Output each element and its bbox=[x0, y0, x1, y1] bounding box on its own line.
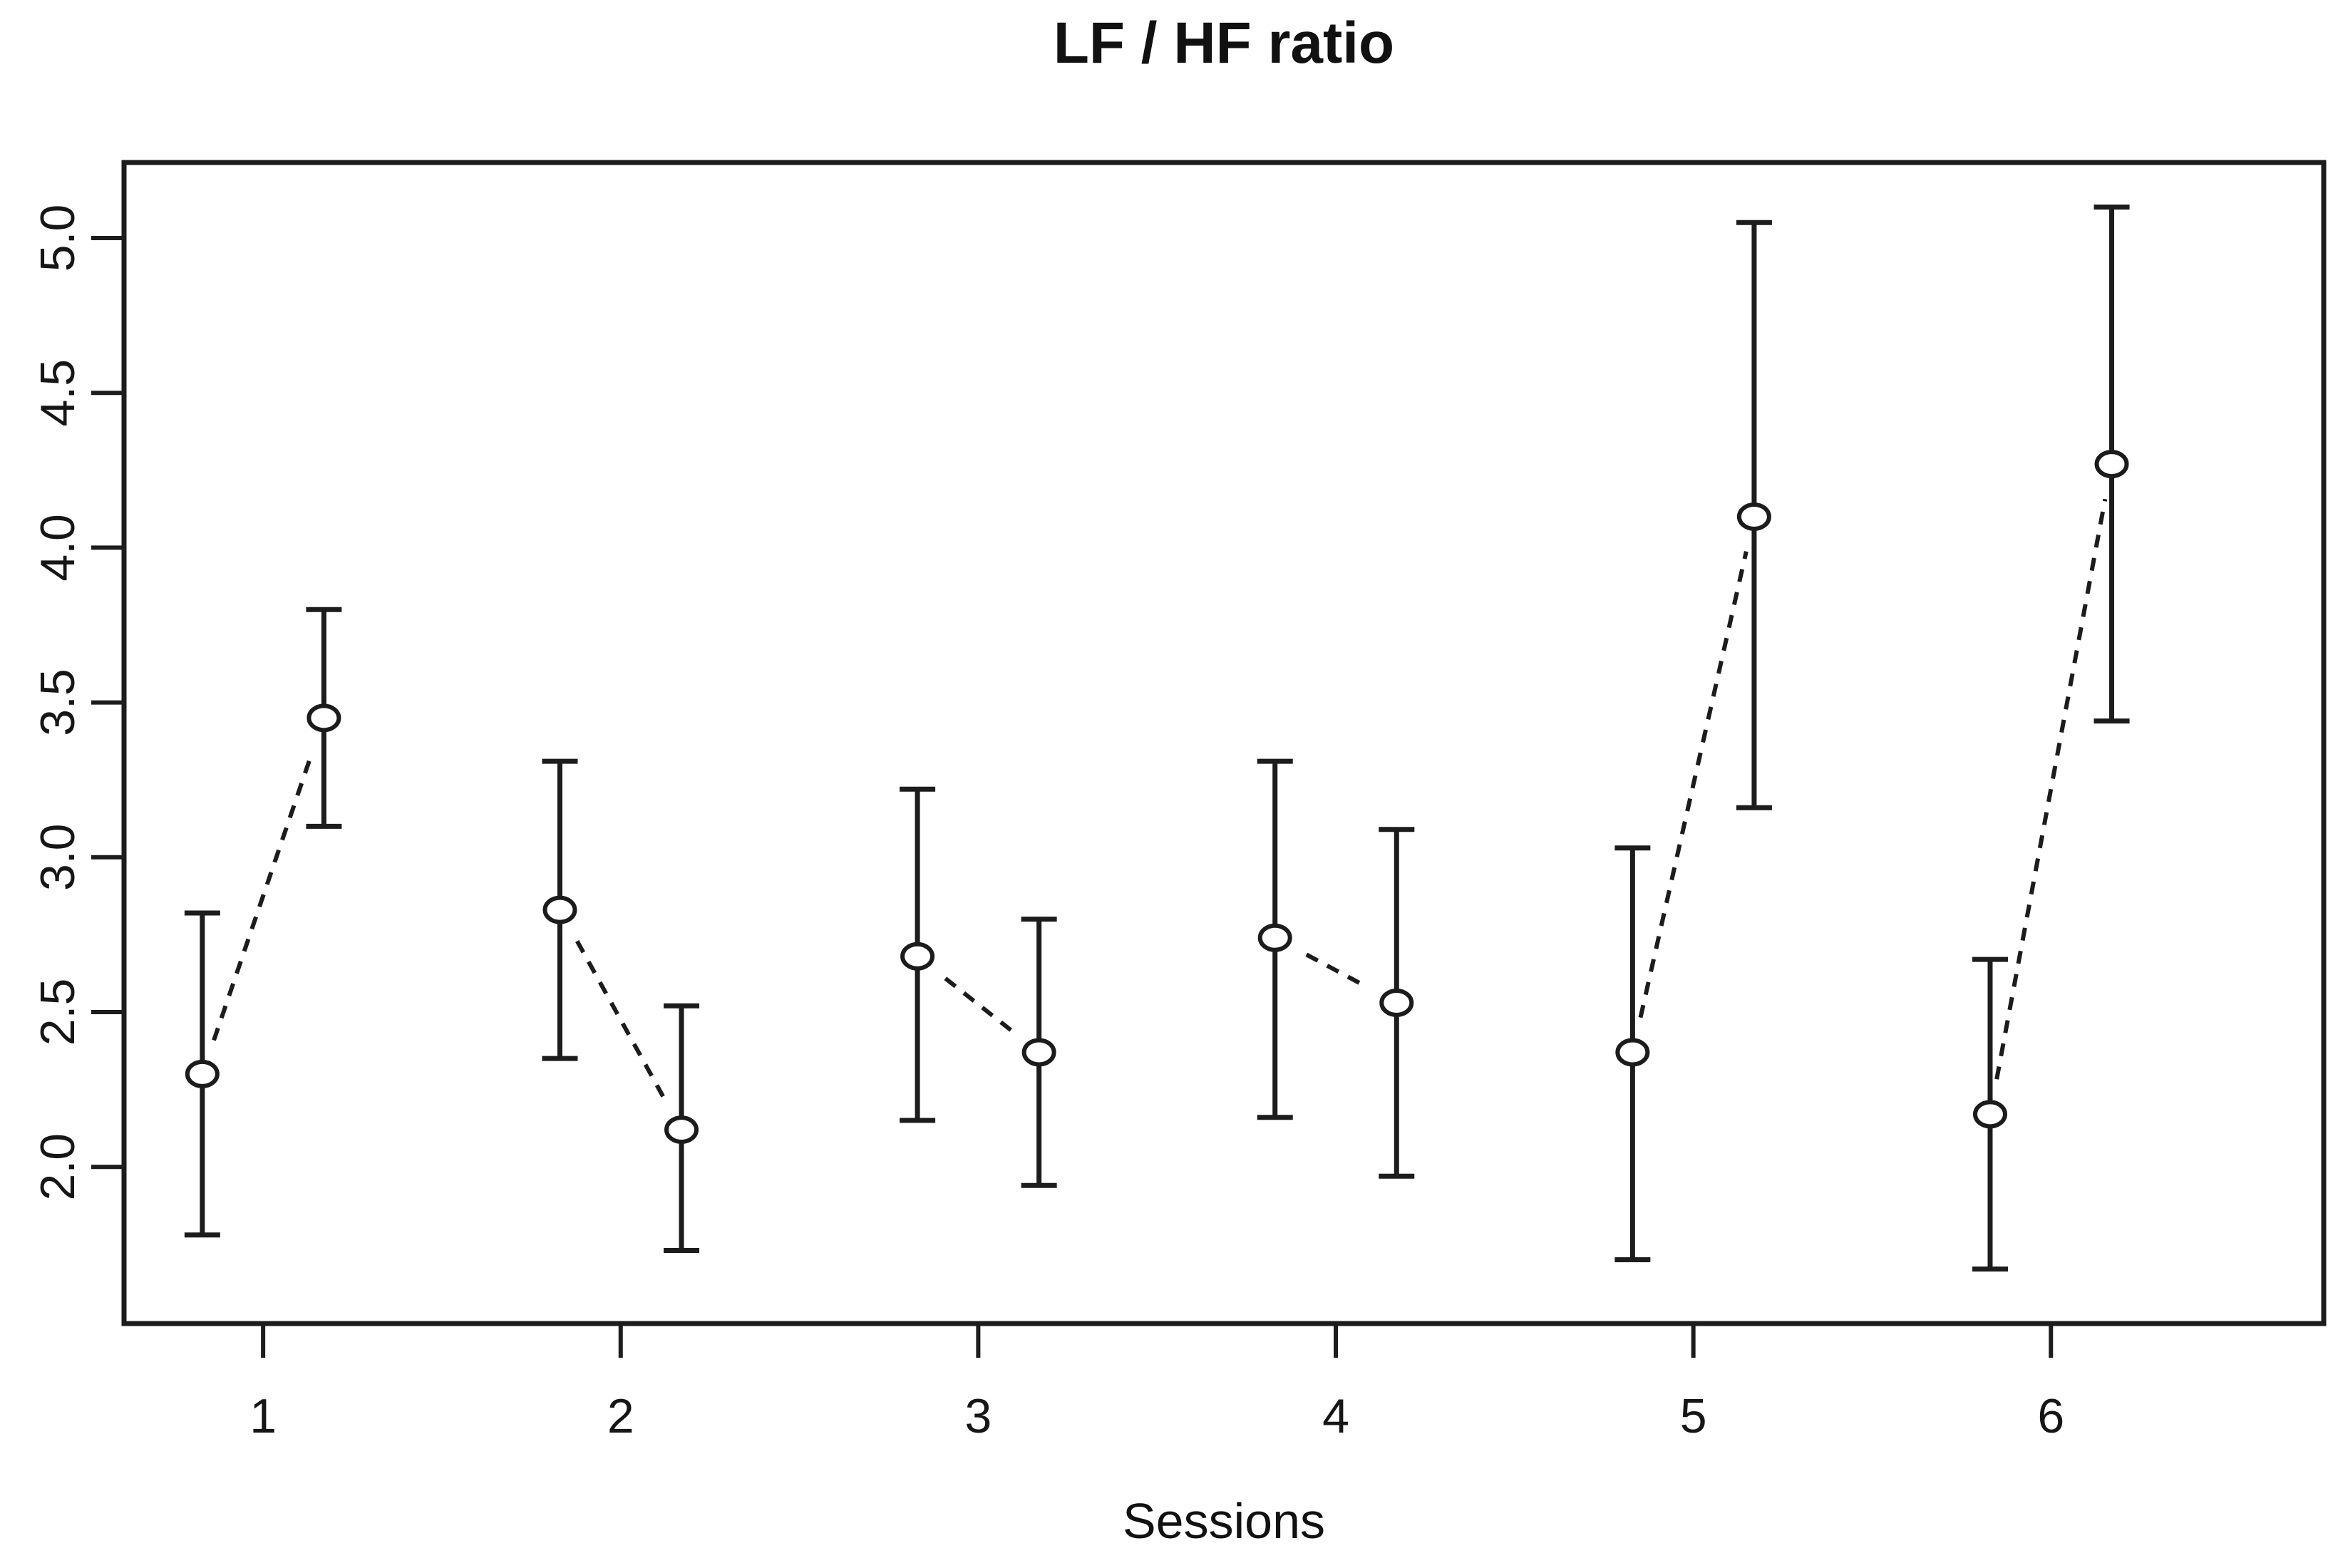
y-tick-label: 4.0 bbox=[31, 514, 85, 582]
data-point-marker bbox=[307, 703, 341, 733]
data-point-marker bbox=[1736, 502, 1771, 531]
data-point-marker bbox=[1257, 923, 1292, 952]
pair-connector-line bbox=[1305, 952, 1366, 989]
x-axis: 1 2 3 4 5 6 bbox=[249, 1324, 2064, 1443]
pair-connector-line bbox=[1994, 498, 2108, 1080]
data-point-marker bbox=[664, 1115, 699, 1145]
x-axis-title: Sessions bbox=[1123, 1493, 1325, 1549]
y-tick-label: 3.5 bbox=[31, 669, 85, 736]
x-tick-label: 3 bbox=[964, 1389, 992, 1443]
x-tick-label: 6 bbox=[2037, 1389, 2064, 1443]
data-point-marker bbox=[2094, 450, 2129, 479]
data-point-marker bbox=[1021, 1038, 1056, 1067]
pair-connector-line bbox=[575, 939, 666, 1100]
y-tick-label: 2.5 bbox=[31, 979, 85, 1046]
y-tick-label: 5.0 bbox=[31, 205, 85, 272]
x-tick-label: 5 bbox=[1680, 1389, 1707, 1443]
pair-connector-line bbox=[944, 976, 1013, 1032]
data-point-marker bbox=[1972, 1100, 2007, 1129]
data-point-marker bbox=[900, 942, 935, 971]
y-tick-label: 3.0 bbox=[31, 824, 85, 892]
y-tick-label: 2.0 bbox=[31, 1133, 85, 1201]
x-tick-label: 2 bbox=[607, 1389, 634, 1443]
plot-box bbox=[121, 160, 2327, 1326]
y-tick-label: 4.5 bbox=[31, 359, 85, 427]
y-axis: 2.0 2.5 3.0 3.5 4.0 4.5 5.0 bbox=[31, 205, 124, 1201]
x-tick-label: 4 bbox=[1322, 1389, 1349, 1443]
x-tick-label: 1 bbox=[249, 1389, 277, 1443]
data-point-marker bbox=[542, 895, 577, 924]
chart-title: LF / HF ratio bbox=[1054, 11, 1394, 76]
data-point-marker bbox=[1379, 988, 1414, 1017]
data-point-marker bbox=[1615, 1038, 1650, 1067]
pair-connector-line bbox=[1638, 551, 1749, 1018]
pair-connector-line bbox=[212, 751, 315, 1041]
data-series bbox=[184, 205, 2130, 1272]
data-point-marker bbox=[185, 1059, 220, 1088]
